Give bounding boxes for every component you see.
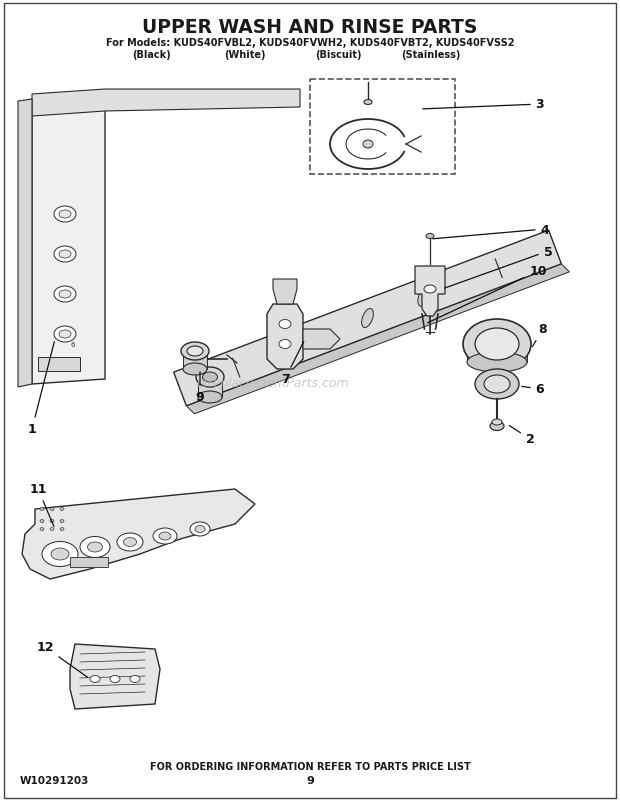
Ellipse shape [196, 367, 224, 387]
Text: UPPER WASH AND RINSE PARTS: UPPER WASH AND RINSE PARTS [143, 18, 477, 37]
Text: 2: 2 [509, 426, 534, 446]
Ellipse shape [198, 391, 222, 403]
Ellipse shape [426, 234, 434, 239]
Bar [467, 345, 475, 363]
Ellipse shape [467, 353, 527, 373]
Ellipse shape [87, 542, 102, 553]
Text: 7: 7 [281, 342, 304, 386]
Text: FOR ORDERING INFORMATION REFER TO PARTS PRICE LIST: FOR ORDERING INFORMATION REFER TO PARTS … [149, 761, 471, 771]
Text: 9: 9 [196, 372, 205, 404]
Ellipse shape [286, 338, 298, 356]
Text: 5: 5 [445, 245, 552, 289]
Ellipse shape [364, 100, 372, 105]
Ellipse shape [54, 247, 76, 263]
Ellipse shape [40, 528, 44, 531]
Ellipse shape [40, 520, 44, 523]
Text: (White): (White) [224, 50, 265, 60]
Text: For Models: KUDS40FVBL2, KUDS40FVWH2, KUDS40FVBT2, KUDS40FVSS2: For Models: KUDS40FVBL2, KUDS40FVWH2, KU… [106, 38, 514, 48]
Ellipse shape [59, 251, 71, 259]
Ellipse shape [279, 320, 291, 329]
Ellipse shape [54, 286, 76, 302]
Polygon shape [187, 265, 569, 415]
Ellipse shape [203, 373, 218, 383]
Ellipse shape [80, 537, 110, 558]
Text: 4: 4 [433, 223, 549, 240]
Polygon shape [18, 100, 32, 387]
Ellipse shape [60, 528, 64, 531]
Ellipse shape [59, 330, 71, 338]
Ellipse shape [54, 207, 76, 223]
Ellipse shape [418, 288, 430, 307]
Text: eReplacementParts.com: eReplacementParts.com [197, 377, 349, 390]
Ellipse shape [50, 508, 54, 511]
Ellipse shape [130, 675, 140, 683]
Ellipse shape [187, 346, 203, 357]
Bar [310, 80, 455, 175]
Ellipse shape [183, 363, 207, 375]
Ellipse shape [159, 533, 171, 541]
Text: 11: 11 [29, 483, 54, 527]
Polygon shape [22, 489, 255, 579]
Ellipse shape [153, 529, 177, 545]
Ellipse shape [90, 675, 100, 683]
Ellipse shape [40, 508, 44, 511]
Ellipse shape [190, 522, 210, 537]
Polygon shape [303, 330, 340, 350]
Text: (Black): (Black) [133, 50, 171, 60]
Polygon shape [267, 305, 303, 370]
Text: 8: 8 [533, 323, 547, 347]
Text: 1: 1 [28, 342, 55, 436]
Bar [519, 345, 527, 363]
Ellipse shape [60, 520, 64, 523]
Ellipse shape [463, 320, 531, 370]
Ellipse shape [54, 326, 76, 342]
Polygon shape [174, 231, 561, 407]
Ellipse shape [490, 422, 504, 431]
Ellipse shape [50, 528, 54, 531]
Ellipse shape [59, 290, 71, 298]
Ellipse shape [117, 533, 143, 551]
Ellipse shape [361, 309, 373, 328]
Ellipse shape [110, 675, 120, 683]
Polygon shape [32, 90, 300, 117]
Polygon shape [273, 280, 297, 305]
Ellipse shape [195, 526, 205, 533]
Text: 10: 10 [428, 265, 547, 323]
Ellipse shape [475, 370, 519, 399]
Ellipse shape [50, 520, 54, 523]
Ellipse shape [181, 342, 209, 361]
Ellipse shape [123, 538, 136, 547]
Bar [198, 378, 222, 398]
Polygon shape [70, 644, 160, 709]
Polygon shape [415, 267, 445, 317]
Text: 6: 6 [522, 383, 544, 396]
Ellipse shape [59, 211, 71, 219]
Text: (Stainless): (Stainless) [401, 50, 461, 60]
Polygon shape [32, 95, 105, 384]
Ellipse shape [363, 141, 373, 149]
Ellipse shape [51, 549, 69, 561]
Ellipse shape [424, 286, 436, 294]
Bar [183, 351, 207, 370]
Ellipse shape [279, 340, 291, 349]
Ellipse shape [475, 329, 519, 361]
Ellipse shape [484, 375, 510, 394]
Bar [38, 358, 80, 371]
Text: (Biscuit): (Biscuit) [315, 50, 361, 60]
Text: 9: 9 [306, 775, 314, 785]
Ellipse shape [492, 419, 502, 426]
Text: 12: 12 [36, 641, 88, 678]
Text: 6: 6 [71, 342, 75, 347]
Text: W10291203: W10291203 [20, 775, 89, 785]
Text: 3: 3 [423, 99, 544, 111]
Ellipse shape [60, 508, 64, 511]
Ellipse shape [42, 542, 78, 567]
Bar [70, 557, 108, 567]
